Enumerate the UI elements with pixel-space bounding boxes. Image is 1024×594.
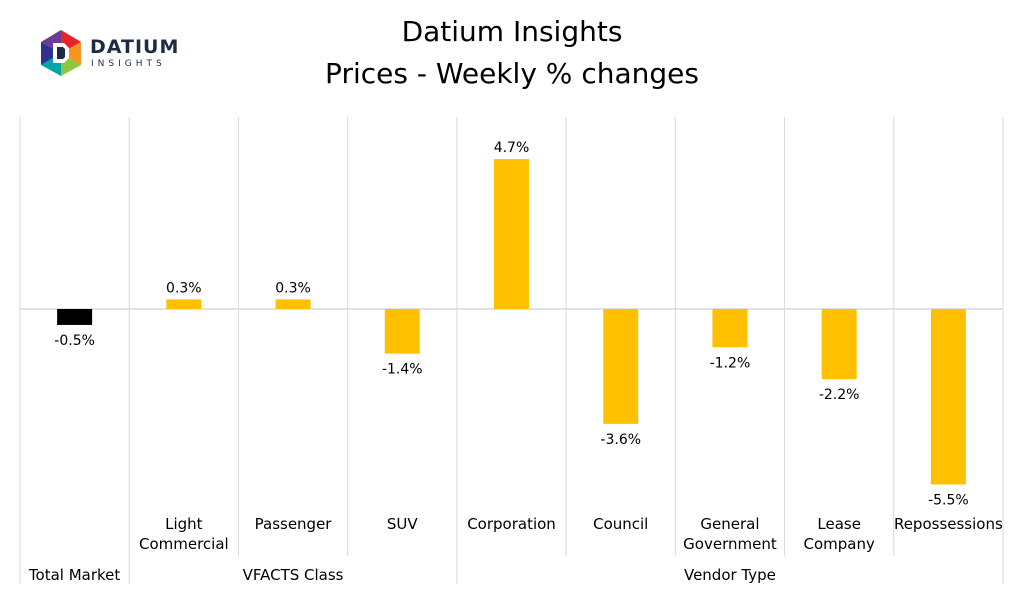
category-label: General Government	[683, 515, 777, 553]
category-label: SUV	[387, 515, 419, 533]
bar	[275, 299, 311, 309]
group-label: Total Market	[28, 566, 120, 584]
category-label: Repossessions	[894, 515, 1003, 533]
category-label: Passenger	[255, 515, 333, 533]
data-label: 4.7%	[494, 140, 530, 156]
chart-subtitle: Prices - Weekly % changes	[325, 57, 699, 90]
logo-subtitle: INSIGHTS	[91, 59, 166, 69]
datium-logo-icon	[41, 30, 81, 76]
data-label: -0.5%	[54, 333, 95, 349]
datium-logo: DATIUM INSIGHTS	[38, 28, 188, 84]
data-label: -5.5%	[928, 492, 969, 508]
chart-title: Datium Insights	[401, 15, 623, 48]
bar	[603, 309, 639, 424]
category-label: Light Commercial	[139, 515, 229, 553]
bar	[57, 309, 93, 325]
data-label: -2.2%	[819, 387, 860, 403]
bar	[712, 309, 748, 348]
logo-wordmark: DATIUM	[90, 36, 180, 58]
category-label: Lease Company	[803, 515, 874, 553]
bar	[821, 309, 857, 380]
category-label: Corporation	[467, 515, 556, 533]
data-label: 0.3%	[166, 280, 202, 296]
group-label: Vendor Type	[684, 566, 776, 584]
bar	[930, 309, 966, 485]
group-label: VFACTS Class	[243, 566, 344, 584]
category-label: Council	[593, 515, 648, 533]
bar	[494, 159, 529, 309]
bar	[166, 299, 202, 309]
data-label: -1.4%	[382, 362, 423, 378]
data-label: 0.3%	[275, 280, 311, 296]
bar	[384, 309, 420, 354]
data-label: -1.2%	[710, 355, 751, 371]
data-label: -3.6%	[600, 432, 641, 448]
